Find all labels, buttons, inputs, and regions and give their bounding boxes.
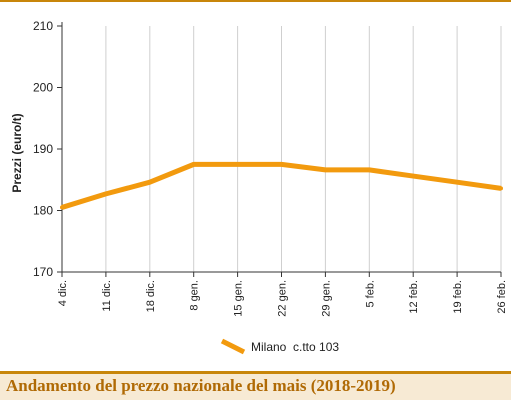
data-point xyxy=(147,180,152,185)
legend-swatch-milano xyxy=(220,338,246,355)
x-tick-label: 19 feb. xyxy=(452,280,464,314)
line-chart: 170 180 190 200 210 4 dic. 11 dic. 18 dic. 8 gen… xyxy=(10,19,508,317)
y-tick-label: 180 xyxy=(33,204,53,218)
gridlines xyxy=(105,26,502,272)
data-point xyxy=(323,167,328,172)
axes xyxy=(57,22,502,277)
caption-background xyxy=(0,374,511,400)
x-tick-label: 22 gen. xyxy=(277,280,289,317)
x-tick-label: 11 dic. xyxy=(101,280,113,312)
data-point xyxy=(103,191,108,196)
data-point xyxy=(235,162,240,167)
x-tick-label: 8 gen. xyxy=(189,280,201,311)
data-point xyxy=(499,186,503,191)
x-tick-label: 15 gen. xyxy=(233,280,245,317)
y-tick-label: 200 xyxy=(33,81,53,95)
data-point xyxy=(191,162,196,167)
x-tick-label: 18 dic. xyxy=(145,280,157,312)
y-axis-label: Prezzi (euro/t) xyxy=(10,113,24,192)
data-point xyxy=(367,167,372,172)
data-point xyxy=(279,162,284,167)
legend: Milano c.tto 103 xyxy=(220,338,339,355)
x-tick-label: 4 dic. xyxy=(57,280,69,306)
data-point xyxy=(455,180,460,185)
caption-text: Andamento del prezzo nazionale del mais … xyxy=(6,376,396,395)
caption-rule xyxy=(0,371,511,374)
x-tick-label: 5 feb. xyxy=(364,280,376,308)
data-point xyxy=(60,205,64,210)
top-accent-rule xyxy=(0,0,511,2)
tick-labels: 170 180 190 200 210 4 dic. 11 dic. 18 dic. 8 gen… xyxy=(33,19,508,317)
data-point xyxy=(411,174,416,179)
y-tick-label: 170 xyxy=(33,265,53,279)
x-tick-label: 26 feb. xyxy=(496,280,508,314)
figure-caption: Andamento del prezzo nazionale del mais … xyxy=(0,371,511,406)
y-tick-label: 210 xyxy=(33,19,53,33)
x-tick-label: 29 gen. xyxy=(320,280,332,317)
legend-label-milano: Milano c.tto 103 xyxy=(251,340,339,354)
y-tick-label: 190 xyxy=(33,142,53,156)
series-layer xyxy=(60,161,503,210)
x-tick-label: 12 feb. xyxy=(408,280,420,314)
